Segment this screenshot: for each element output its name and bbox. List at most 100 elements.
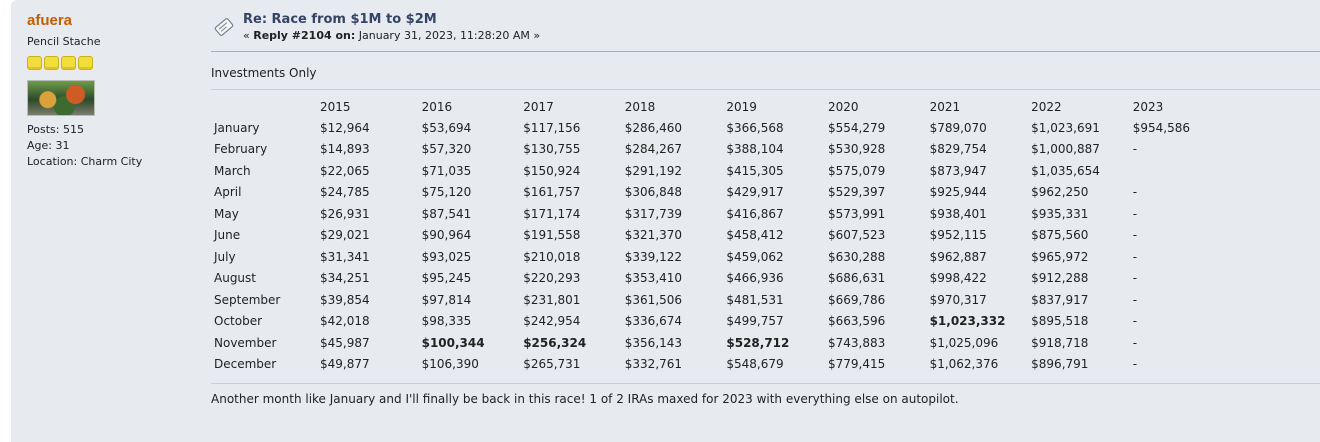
table-cell: $220,293	[523, 271, 581, 286]
row-month-label: June	[214, 228, 241, 243]
table-header-year: 2015	[320, 99, 351, 114]
post-intro-text: Investments Only	[211, 66, 317, 80]
table-header-year: 2023	[1132, 99, 1164, 114]
table-cell: $837,917	[1031, 292, 1089, 307]
table-cell: $321,370	[624, 228, 683, 243]
table-cell: $42,018	[320, 314, 370, 329]
table-cell: $353,410	[624, 271, 683, 286]
table-row: August $34,251 $95,245 $220,293 $353,410 $466…	[211, 268, 1234, 290]
poster-age: Age: 31	[27, 139, 70, 152]
post-footer-text: Another month like January and I'll fina…	[211, 392, 959, 406]
table-cell: $528,712	[726, 335, 790, 350]
table-cell: $416,867	[726, 206, 784, 221]
table-cell: $530,928	[827, 142, 886, 157]
table-header-year: 2022	[1031, 99, 1062, 114]
table-cell: $1,062,376	[929, 357, 999, 372]
reply-info: « Reply #2104 on: January 31, 2023, 11:2…	[243, 29, 540, 42]
table-cell: -	[1132, 185, 1138, 200]
table-cell: $31,341	[320, 249, 370, 264]
divider	[211, 383, 1320, 384]
reply-prefix: «	[243, 29, 254, 42]
table-row: September $39,854 $97,814 $231,801 $361,506 $…	[211, 289, 1234, 311]
post-body: Re: Race from $1M to $2M « Reply #2104 o…	[211, 10, 1320, 406]
table-row: December $49,877 $106,390 $265,731 $332,761 $…	[211, 354, 1234, 376]
table-cell: $1,023,691	[1031, 120, 1100, 135]
table-cell: $57,320	[421, 142, 472, 157]
table-cell: $954,586	[1132, 120, 1191, 135]
table-cell: $39,854	[320, 292, 370, 307]
table-cell: $361,506	[624, 292, 683, 307]
table-cell: $171,174	[523, 206, 581, 221]
table-cell: $962,250	[1031, 185, 1089, 200]
table-cell: $663,596	[827, 314, 886, 329]
table-header-year: 2020	[827, 99, 859, 114]
table-cell: $191,558	[523, 228, 581, 243]
table-cell: $925,944	[929, 185, 987, 200]
table-cell: $26,931	[320, 206, 370, 221]
table-cell: $53,694	[421, 120, 472, 135]
table-cell: $873,947	[929, 163, 987, 178]
table-cell: $339,122	[624, 249, 683, 264]
table-cell: $95,245	[421, 271, 472, 286]
divider	[211, 89, 1320, 90]
table-cell: $366,568	[726, 120, 784, 135]
table-header-month	[211, 96, 320, 117]
poster-rank-title: Pencil Stache	[27, 35, 101, 48]
rank-star-icon	[61, 56, 76, 70]
table-cell: $1,023,332	[929, 314, 1006, 329]
row-month-label: September	[214, 292, 281, 307]
table-cell: $669,786	[827, 292, 886, 307]
table-cell: $49,877	[320, 357, 370, 372]
reply-number-link[interactable]: Reply #2104 on:	[253, 29, 356, 42]
table-cell: $415,305	[726, 163, 784, 178]
table-cell: $970,317	[929, 292, 987, 307]
table-cell: $875,560	[1031, 228, 1089, 243]
table-cell: $22,065	[320, 163, 370, 178]
table-cell: $962,887	[929, 249, 987, 264]
row-month-label: December	[214, 357, 277, 372]
table-cell: $87,541	[421, 206, 472, 221]
rank-stars	[27, 56, 197, 70]
avatar[interactable]	[27, 80, 95, 116]
table-cell: $935,331	[1031, 206, 1089, 221]
table-cell: -	[1132, 357, 1138, 372]
table-cell: $286,460	[624, 120, 683, 135]
table-cell: $242,954	[523, 314, 581, 329]
post-subject-link[interactable]: Re: Race from $1M to $2M	[243, 12, 437, 27]
table-cell: $14,893	[320, 142, 370, 157]
row-month-label: January	[214, 120, 260, 135]
row-month-label: July	[214, 249, 236, 264]
table-cell: $895,518	[1031, 314, 1089, 329]
table-cell: $896,791	[1031, 357, 1089, 372]
table-cell: $150,924	[523, 163, 581, 178]
table-cell: $12,964	[320, 120, 370, 135]
post-container: afuera Pencil Stache Posts: 515 Age: 31 …	[11, 0, 1320, 442]
table-cell: $1,000,887	[1031, 142, 1100, 157]
table-cell: $210,018	[523, 249, 581, 264]
table-cell: $829,754	[929, 142, 987, 157]
message-icon	[214, 18, 234, 36]
table-cell: $743,883	[827, 335, 886, 350]
table-cell: $575,079	[827, 163, 886, 178]
table-cell: $317,739	[624, 206, 683, 221]
table-cell: $336,674	[624, 314, 683, 329]
table-cell: $952,115	[929, 228, 987, 243]
table-cell: $1,025,096	[929, 335, 999, 350]
table-cell: $265,731	[523, 357, 581, 372]
row-month-label: April	[214, 185, 242, 200]
rank-star-icon	[44, 56, 59, 70]
table-header-year: 2019	[726, 99, 757, 114]
table-cell: $161,757	[523, 185, 581, 200]
poster-username[interactable]: afuera	[27, 12, 73, 29]
table-cell	[1133, 160, 1235, 182]
table-cell: $24,785	[320, 185, 370, 200]
table-row: May $26,931 $87,541 $171,174 $317,739 $416,86…	[211, 203, 1234, 225]
table-cell: $45,987	[320, 335, 370, 350]
table-cell: $93,025	[421, 249, 472, 264]
table-cell: $98,335	[421, 314, 472, 329]
table-cell: $356,143	[624, 335, 683, 350]
row-month-label: May	[214, 206, 239, 221]
table-cell: $429,917	[726, 185, 784, 200]
divider	[211, 51, 1320, 52]
table-header-year: 2017	[523, 99, 554, 114]
